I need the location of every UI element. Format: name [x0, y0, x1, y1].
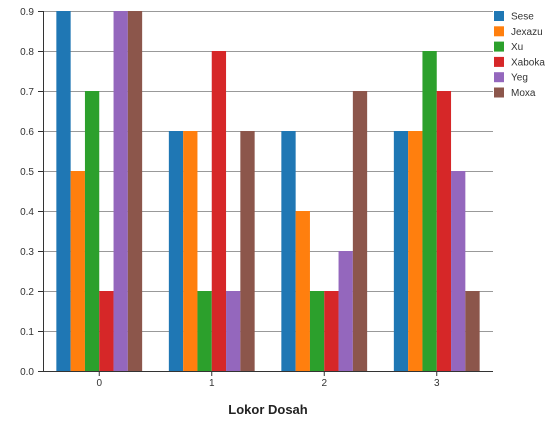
y-tick-label: 0.7 [20, 87, 34, 98]
x-tick-label: 1 [209, 378, 215, 389]
legend-label-xu: Xu [511, 42, 523, 53]
y-tick-label: 0.1 [20, 327, 34, 338]
y-tick-labels: 0.0 0.1 0.2 0.3 0.4 0.5 0.6 0.7 0.8 0.9 [20, 7, 43, 378]
legend-swatch-xu [494, 41, 504, 52]
x-axis-title: Lokor Dosah [228, 402, 308, 417]
bar-moxa-0 [127, 11, 143, 371]
bar-xu-0 [84, 91, 100, 371]
y-tick-label: 0.3 [20, 247, 34, 258]
legend-swatch-jexazu [494, 26, 504, 37]
legend-label-xaboka: Xaboka [511, 57, 545, 68]
bar-xu-2 [309, 291, 325, 371]
bar-moxa-3 [465, 291, 480, 371]
y-tick-label: 0.8 [20, 47, 34, 58]
x-tick-label: 3 [434, 378, 440, 389]
legend-label-jexazu: Jexazu [511, 27, 543, 38]
bar-yeg-3 [451, 171, 466, 371]
x-tick-label: 2 [321, 378, 327, 389]
legend-swatch-moxa [494, 87, 504, 98]
bar-xaboka-0 [99, 291, 114, 371]
y-tick-label: 0.2 [20, 287, 34, 298]
bar-jexazu-0 [70, 171, 85, 371]
bar-sese-1 [168, 131, 184, 371]
bar-jexazu-2 [295, 211, 310, 371]
bar-xaboka-1 [211, 51, 227, 371]
bar-yeg-0 [113, 11, 128, 371]
axes [43, 11, 493, 372]
y-tick-label: 0.6 [20, 127, 34, 138]
bar-jexazu-1 [183, 131, 198, 371]
bar-yeg-2 [338, 251, 353, 371]
bar-jexazu-3 [408, 131, 423, 371]
bar-xu-1 [197, 291, 212, 371]
y-tick-label: 0.9 [20, 7, 34, 18]
x-tick-label: 0 [96, 378, 102, 389]
legend-label-sese: Sese [511, 12, 534, 23]
bar-sese-2 [281, 131, 296, 371]
bar-yeg-1 [226, 291, 241, 371]
bar-sese-3 [393, 131, 409, 371]
bar-moxa-1 [240, 131, 255, 371]
x-tick-labels: 0 1 2 3 [96, 371, 440, 389]
y-tick-label: 0.5 [20, 167, 34, 178]
bars [56, 11, 480, 371]
y-tick-label: 0.4 [20, 207, 34, 218]
legend-label-yeg: Yeg [511, 73, 528, 84]
y-tick-label: 0.0 [20, 367, 34, 378]
legend-label-moxa: Moxa [511, 88, 536, 99]
bar-xaboka-2 [324, 291, 339, 371]
legend-swatch-yeg [494, 72, 504, 83]
legend: Sese Jexazu Xu Xaboka Yeg Moxa [494, 11, 545, 99]
bar-sese-0 [56, 11, 71, 371]
legend-swatch-xaboka [494, 56, 504, 67]
bar-moxa-2 [352, 91, 368, 371]
legend-swatch-sese [494, 11, 504, 21]
bar-xaboka-3 [436, 91, 452, 371]
bar-xu-3 [422, 51, 437, 371]
